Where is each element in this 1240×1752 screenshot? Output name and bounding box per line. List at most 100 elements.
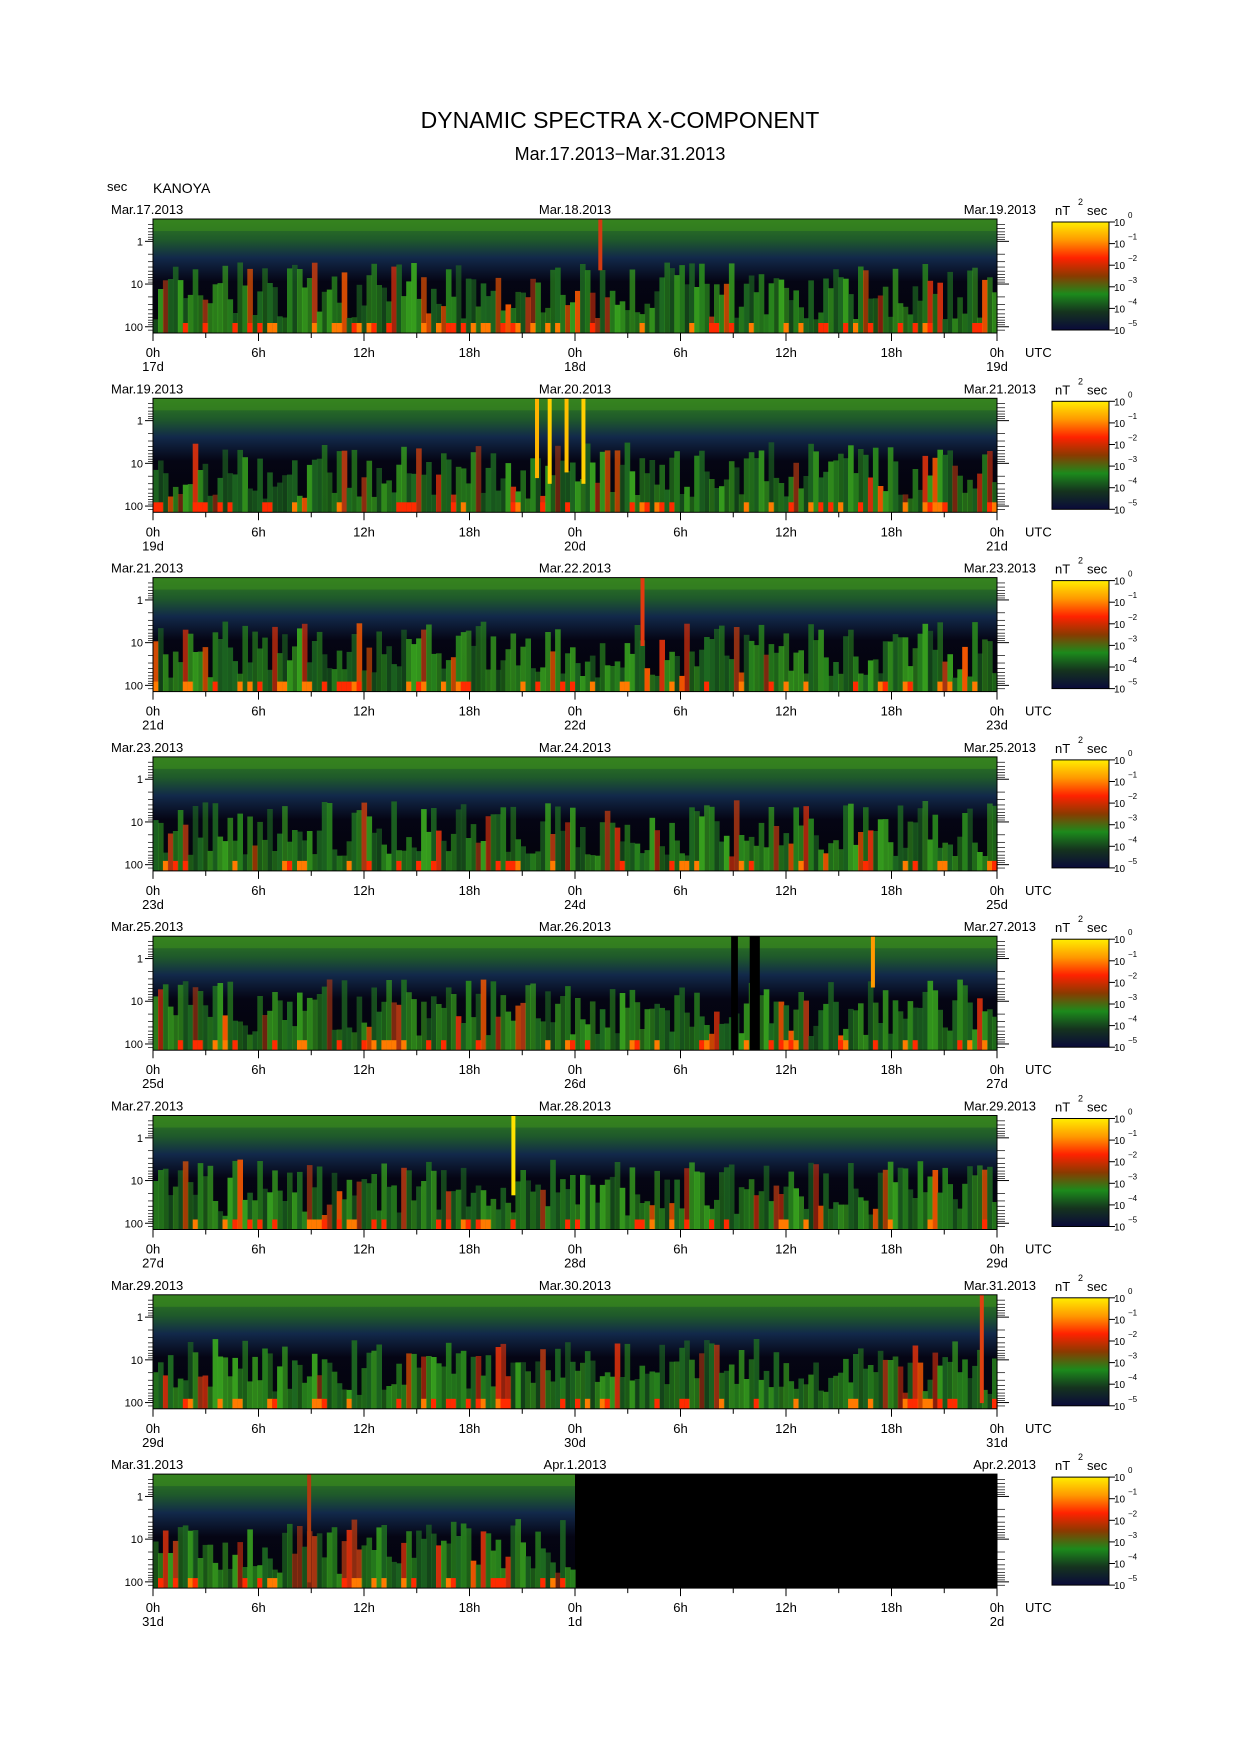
spectrum-column <box>818 849 824 871</box>
spectrum-column <box>589 1184 596 1230</box>
spectrum-column <box>778 1001 785 1051</box>
spectrum-column <box>361 1368 368 1409</box>
x-tick-label: 0h <box>990 524 1004 539</box>
colorbar-tick-base: 10 <box>1114 842 1126 853</box>
spectrum-column <box>158 989 164 1051</box>
spectrum-column <box>818 477 824 513</box>
spectrum-column <box>684 623 690 692</box>
spectrum-column <box>748 1179 755 1230</box>
spectrum-column <box>863 807 869 871</box>
spectrum-bottom-band <box>222 1219 229 1230</box>
colorbar-tick-base: 10 <box>1114 484 1126 495</box>
y-tick-label: 100 <box>125 860 143 872</box>
day-label: 18d <box>564 359 586 374</box>
spectrum-column <box>594 1202 601 1230</box>
spectrum-column <box>197 1376 204 1409</box>
spectrum-column <box>535 458 541 513</box>
spectrum-column <box>828 461 834 513</box>
colorbar-unit-suffix: sec <box>1087 741 1108 756</box>
spectrum-bottom-band <box>187 681 194 692</box>
spectrum-column <box>793 652 799 692</box>
spectrum-column <box>818 1390 824 1409</box>
spectrum-column <box>758 1191 765 1230</box>
spectrum-column <box>301 623 308 692</box>
spectrum-bottom-band <box>565 1219 571 1230</box>
spectrum-column <box>158 1553 164 1589</box>
event-spike <box>979 1294 984 1404</box>
spectrum-column <box>326 668 333 692</box>
spectrum-column <box>733 467 740 513</box>
spectrum-column <box>922 455 929 513</box>
spectrum-bottom-band <box>540 1578 546 1589</box>
spectrum-column <box>992 482 998 513</box>
spectrum-column <box>351 449 358 513</box>
spectrum-column <box>982 454 988 513</box>
spectrum-column <box>917 808 924 871</box>
spectrum-bottom-band <box>445 1398 452 1409</box>
y-tick-label: 100 <box>125 1039 143 1051</box>
spectrum-column <box>823 657 829 692</box>
spectrum-bottom-band <box>853 1398 859 1409</box>
spectrum-column <box>853 1188 859 1230</box>
spectrum-bottom-band <box>848 1398 854 1409</box>
spectrum-column <box>237 449 243 513</box>
colorbar-tick-exponent: −1 <box>1128 412 1138 421</box>
spectrum-bottom-band <box>704 681 710 692</box>
spectrum-column <box>783 633 790 692</box>
spectrum-bottom-band <box>987 860 993 871</box>
spectrum-bottom-band <box>421 1398 427 1409</box>
spectrum-column <box>555 445 561 513</box>
spectrum-column <box>371 832 377 871</box>
spectrum-column <box>887 641 894 692</box>
spectrum-column <box>470 824 477 871</box>
y-tick-label: 1 <box>137 595 143 607</box>
spectrum-bottom-band <box>202 323 209 333</box>
spectrum-column <box>336 451 343 513</box>
spectrum-column <box>242 1199 248 1230</box>
x-tick-label: 12h <box>775 524 797 539</box>
spectrum-column <box>803 476 809 513</box>
spectrum-column <box>967 1166 973 1230</box>
spectrum-column <box>470 1192 477 1230</box>
spectrum-column <box>942 661 948 692</box>
spectrum-column <box>743 840 750 871</box>
spectrum-column <box>455 1016 462 1051</box>
spectrum-bottom-band <box>540 502 546 513</box>
spectrum-column <box>455 466 462 513</box>
spectrum-column <box>386 480 392 513</box>
spectrum-column <box>580 1174 586 1230</box>
spectrum-column <box>411 1200 417 1230</box>
spectrum-column <box>277 833 283 871</box>
spectrum-column <box>207 1386 214 1409</box>
spectrum-column <box>634 1379 641 1409</box>
spectrum-column <box>267 809 273 871</box>
spectrum-column <box>758 1379 765 1409</box>
x-tick-label: 0h <box>146 524 160 539</box>
x-tick-label: 18h <box>881 883 903 898</box>
spectrum-column <box>748 1359 755 1409</box>
spectrum-column <box>326 1532 333 1589</box>
spectrum-bottom-band <box>778 1040 785 1051</box>
spectrum-column <box>515 1362 521 1409</box>
spectrum-column <box>282 317 288 333</box>
spectrum-bottom-band <box>346 681 353 692</box>
spectrum-bottom-band <box>882 681 889 692</box>
date-left-label: Mar.25.2013 <box>111 919 183 934</box>
spectrum-column <box>197 991 204 1051</box>
spectrum-column <box>778 1194 785 1230</box>
spectrum-bottom-band <box>272 1578 278 1589</box>
spectrum-column <box>406 639 412 692</box>
spectrum-column <box>788 1171 795 1230</box>
spectrum-top-band <box>153 1474 575 1487</box>
spectrum-bottom-band <box>922 502 929 513</box>
spectrum-column <box>858 1003 864 1051</box>
spectrum-bottom-band <box>232 1219 238 1230</box>
spectrum-column <box>306 464 313 513</box>
colorbar-tick-base: 10 <box>1114 397 1126 408</box>
date-mid-label: Mar.18.2013 <box>539 202 611 217</box>
spectrum-column <box>723 1023 730 1051</box>
spectrum-bottom-band <box>714 323 720 333</box>
spectrum-column <box>838 673 844 692</box>
colorbar-tick-base: 10 <box>1114 1158 1126 1169</box>
date-right-label: Mar.19.2013 <box>964 202 1036 217</box>
